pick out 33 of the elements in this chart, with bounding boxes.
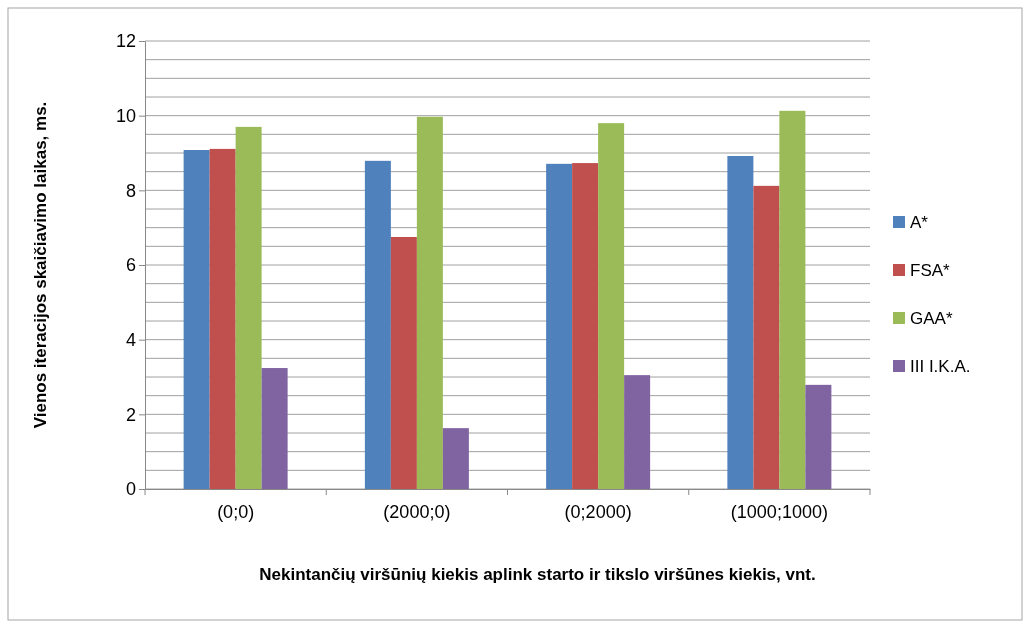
legend-label: A* (910, 213, 929, 232)
bar (624, 375, 651, 489)
bar (390, 237, 417, 489)
bar (261, 368, 288, 489)
bar (442, 428, 469, 489)
x-tick-label: (1000;1000) (730, 502, 828, 522)
y-tick-label: 10 (115, 105, 136, 126)
bar (572, 163, 599, 489)
y-tick-label: 12 (115, 31, 136, 52)
bar (598, 123, 625, 489)
bar (805, 384, 832, 489)
bar (364, 160, 391, 489)
bar (753, 185, 780, 489)
y-tick-label: 0 (125, 479, 136, 500)
y-tick-label: 2 (125, 404, 136, 425)
x-tick-label: (0;0) (217, 502, 255, 522)
x-axis-title: Nekintančių viršūnių kiekis aplink starto ir tikslo viršūnes kiekis, vnt. (259, 565, 816, 584)
legend-label: GAA* (910, 309, 953, 328)
bar (546, 163, 573, 489)
legend-label: III I.K.A. (910, 357, 971, 376)
legend-label: FSA* (910, 261, 951, 280)
y-axis-title: Vienos iteracijos skaičiavimo laikas, ms. (31, 101, 50, 429)
y-tick-label: 4 (125, 329, 136, 350)
y-tick-label: 8 (125, 180, 136, 201)
bar (727, 155, 754, 489)
bar (209, 148, 236, 489)
bar (779, 110, 806, 489)
x-tick-label: (0;2000) (564, 502, 632, 522)
x-tick-label: (2000;0) (383, 502, 451, 522)
bar (416, 116, 443, 489)
y-tick-label: 6 (125, 255, 136, 276)
bar (235, 126, 262, 489)
bar (183, 150, 210, 489)
